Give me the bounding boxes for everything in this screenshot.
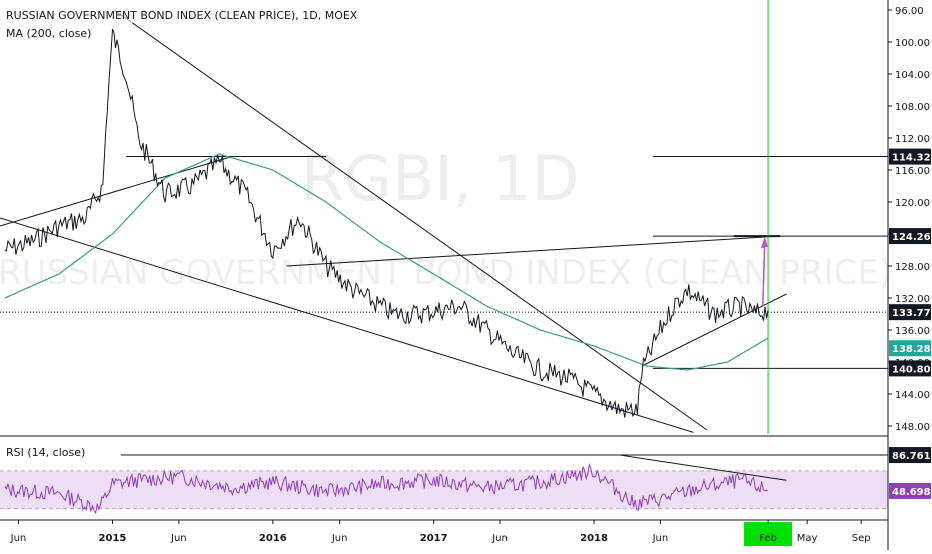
series — [4, 28, 769, 515]
watermark-name: RUSSIAN GOVERNMENT BOND INDEX (CLEAN PRI… — [0, 253, 892, 293]
level-badge: 133.77 — [892, 308, 931, 319]
price-line — [4, 28, 769, 418]
y-tick-label: 132.00 — [895, 294, 930, 305]
y-tick-label: 116.00 — [895, 166, 930, 177]
level-badge-bg — [889, 304, 931, 321]
arrow-head — [760, 236, 768, 249]
rsi-level-badge-bg — [889, 447, 931, 464]
trendline — [641, 293, 787, 367]
y-tick-label: 144.00 — [895, 390, 930, 401]
x-tick-label: 2016 — [259, 533, 287, 544]
rsi-legend: RSI (14, close) — [4, 446, 88, 460]
trendline — [286, 235, 775, 267]
x-tick-label: Sep — [852, 533, 871, 544]
arrow-shaft — [762, 240, 766, 307]
y-tick-label: 148.00 — [895, 422, 930, 433]
x-tick-label: May — [797, 533, 818, 544]
level-badge-bg — [889, 148, 931, 165]
trendline — [113, 9, 708, 431]
rsi-level-badge: 86.7612 — [892, 451, 932, 462]
y-tick-label: 112.00 — [895, 134, 930, 145]
price-badges: 114.32 124.26 133.77 138.28 140.80 86.7612 48.… — [889, 148, 932, 499]
level-badge-bg — [889, 228, 931, 245]
y-tick-label: 96.00 — [895, 6, 924, 17]
rsi-value-badge: 48.6986 — [892, 487, 932, 498]
ma-200-line — [4, 153, 769, 371]
ma-price-badge: 138.28 — [892, 344, 931, 355]
rsi-trendline — [619, 454, 787, 481]
y-tick-label: 120.00 — [895, 198, 930, 209]
trendline — [0, 217, 694, 433]
trendline — [0, 155, 233, 227]
ma-price-badge-bg — [889, 340, 931, 357]
x-tick-label: Jun — [10, 533, 27, 544]
chart-title: RUSSIAN GOVERNMENT BOND INDEX (CLEAN PRI… — [4, 9, 360, 23]
level-badge-bg — [889, 360, 931, 377]
y-tick-label: 100.00 — [895, 38, 930, 49]
x-marker-badge — [744, 522, 793, 546]
x-tick-label: Jun — [652, 533, 669, 544]
level-badge: 114.32 — [892, 153, 931, 164]
trendlines — [0, 0, 888, 481]
y-tick-label: 136.00 — [895, 326, 930, 337]
x-tick-label: Feb — [759, 533, 777, 544]
rsi-band-fill — [0, 470, 888, 509]
rsi-band — [0, 470, 888, 510]
x-tick-label: 2018 — [580, 533, 608, 544]
rsi-value-badge-bg — [889, 482, 931, 499]
level-badge: 124.26 — [892, 232, 931, 243]
watermark-symbol: RGBI, 1D — [301, 142, 580, 215]
x-tick-label: Jun — [331, 533, 348, 544]
y-tick-label: 104.00 — [895, 70, 930, 81]
level-badge: 140.80 — [892, 364, 931, 375]
rsi-line — [4, 462, 769, 515]
x-tick-label: Jun — [491, 533, 508, 544]
y-tick-label: 128.00 — [895, 262, 930, 273]
y-tick-label: 108.00 — [895, 102, 930, 113]
ma-legend: MA (200, close) — [4, 27, 94, 41]
x-tick-label: 2015 — [99, 533, 127, 544]
x-tick-label: Jun — [170, 533, 187, 544]
x-tick-label: 2017 — [420, 533, 448, 544]
